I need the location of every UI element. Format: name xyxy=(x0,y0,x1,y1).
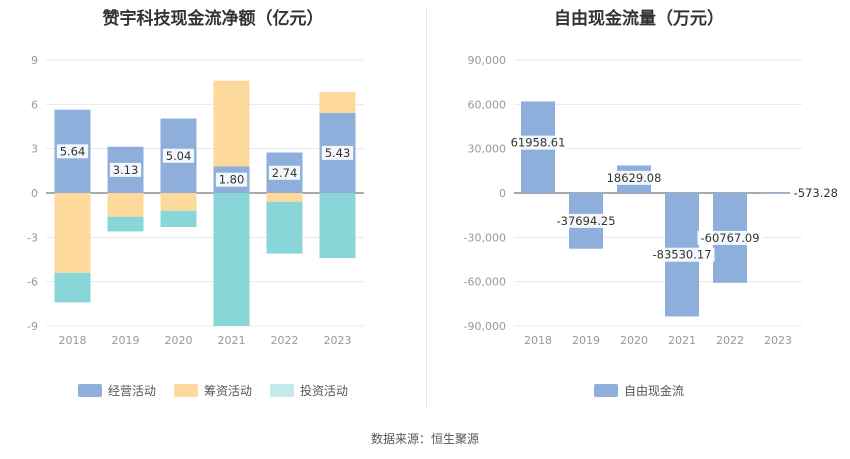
data-label-bg xyxy=(649,247,715,262)
legend-item[interactable]: 自由现金流 xyxy=(593,382,684,399)
data-label: 3.13 xyxy=(113,163,139,177)
y-tick-label: 90,000 xyxy=(468,54,507,67)
legend-item[interactable]: 经营活动 xyxy=(77,382,156,399)
data-label-bg xyxy=(321,145,354,160)
net-cash-flow-chart: 赞宇科技现金流净额（亿元） 9 6 3 0 -3 -6 -9 2018 2019 2020 2021… xyxy=(0,0,426,420)
y-tick-label: 3 xyxy=(31,143,38,156)
legend-label: 经营活动 xyxy=(107,384,156,398)
bar-自由现金流-2023 xyxy=(761,193,795,194)
data-label-bg xyxy=(268,165,301,180)
x-tick-label: 2023 xyxy=(324,334,352,347)
bar-筹资活动-2023 xyxy=(319,92,356,113)
legend: 经营活动 筹资活动 投资活动 xyxy=(0,382,426,399)
data-source: 数据来源：恒生聚源 xyxy=(370,432,479,446)
data-label: 5.64 xyxy=(60,144,86,158)
bar-投资活动-2023 xyxy=(319,193,356,259)
y-tick-label: 6 xyxy=(31,98,38,111)
legend-label: 筹资活动 xyxy=(203,384,252,398)
bar-投资活动-2022 xyxy=(266,201,303,254)
bar-筹资活动-2022 xyxy=(266,193,303,202)
y-tick-label: -3 xyxy=(27,231,38,244)
x-tick-label: 2019 xyxy=(112,334,140,347)
free-cash-flow-chart: 自由现金流量（万元） 90,000 60,000 30,000 0 -30,000 -60… xyxy=(428,0,850,420)
legend-swatch xyxy=(173,384,198,397)
y-tick-label: -6 xyxy=(27,276,38,289)
free-cash-flow-plot: 90,000 60,000 30,000 0 -30,000 -60,000 -90,000… xyxy=(464,54,842,347)
data-label-bg xyxy=(109,162,142,177)
y-tick-label: 9 xyxy=(31,54,38,67)
legend-swatch xyxy=(270,384,294,397)
x-tick-label: 2021 xyxy=(218,334,246,347)
x-tick-label: 2023 xyxy=(764,334,792,347)
bar-筹资活动-2021 xyxy=(213,80,250,167)
legend-swatch xyxy=(593,384,618,397)
x-tick-label: 2020 xyxy=(165,334,193,347)
data-label: -60767.09 xyxy=(700,231,759,245)
data-label-bg xyxy=(215,172,248,187)
x-tick-label: 2018 xyxy=(524,334,552,347)
legend-label: 自由现金流 xyxy=(623,384,684,398)
data-label-bg xyxy=(56,144,89,159)
data-label: 1.80 xyxy=(219,173,245,187)
x-tick-label: 2022 xyxy=(271,334,299,347)
data-label-bg xyxy=(697,230,763,245)
data-label-bg xyxy=(604,170,664,185)
data-label: 61958.61 xyxy=(511,136,566,150)
data-label-bg xyxy=(790,186,842,200)
bar-投资活动-2018 xyxy=(54,272,91,303)
legend-label: 投资活动 xyxy=(300,384,349,398)
bar-筹资活动-2020 xyxy=(160,193,197,211)
bar-投资活动-2021 xyxy=(213,193,250,326)
divider xyxy=(426,8,427,408)
y-tick-label: 60,000 xyxy=(468,98,507,111)
bar-投资活动-2019 xyxy=(107,216,144,232)
data-label: -573.28 xyxy=(794,186,838,200)
data-label-bg xyxy=(162,148,195,163)
data-label: 18629.08 xyxy=(607,171,662,185)
bar-筹资活动-2019 xyxy=(107,193,144,217)
data-label: 5.43 xyxy=(325,146,351,160)
chart-title: 赞宇科技现金流净额（亿元） xyxy=(102,9,324,29)
legend-item[interactable]: 投资活动 xyxy=(270,382,348,399)
legend-swatch xyxy=(77,384,102,397)
data-label-bg xyxy=(508,135,568,150)
chart-title: 自由现金流量（万元） xyxy=(554,9,724,29)
net-cash-flow-plot: 9 6 3 0 -3 -6 -9 2018 2019 2020 2021 2022 2023 5.64 3.… xyxy=(27,54,364,347)
y-tick-label: -30,000 xyxy=(464,231,506,244)
x-tick-label: 2022 xyxy=(716,334,744,347)
y-tick-label: -60,000 xyxy=(464,276,506,289)
data-label: -37694.25 xyxy=(556,214,615,228)
bar-筹资活动-2018 xyxy=(54,193,91,273)
data-label: -83530.17 xyxy=(652,248,711,262)
x-tick-label: 2019 xyxy=(572,334,600,347)
bar-投资活动-2020 xyxy=(160,210,197,227)
y-tick-label: -9 xyxy=(27,320,38,333)
y-tick-label: 30,000 xyxy=(468,143,507,156)
x-tick-label: 2018 xyxy=(59,334,87,347)
legend: 自由现金流 xyxy=(428,382,850,399)
y-tick-label: 0 xyxy=(499,187,506,200)
data-label-bg xyxy=(553,213,619,228)
data-label: 2.74 xyxy=(272,166,298,180)
x-tick-label: 2021 xyxy=(668,334,696,347)
legend-item[interactable]: 筹资活动 xyxy=(173,382,252,399)
y-tick-label: -90,000 xyxy=(464,320,506,333)
y-tick-label: 0 xyxy=(31,187,38,200)
x-tick-label: 2020 xyxy=(620,334,648,347)
data-label: 5.04 xyxy=(166,149,192,163)
